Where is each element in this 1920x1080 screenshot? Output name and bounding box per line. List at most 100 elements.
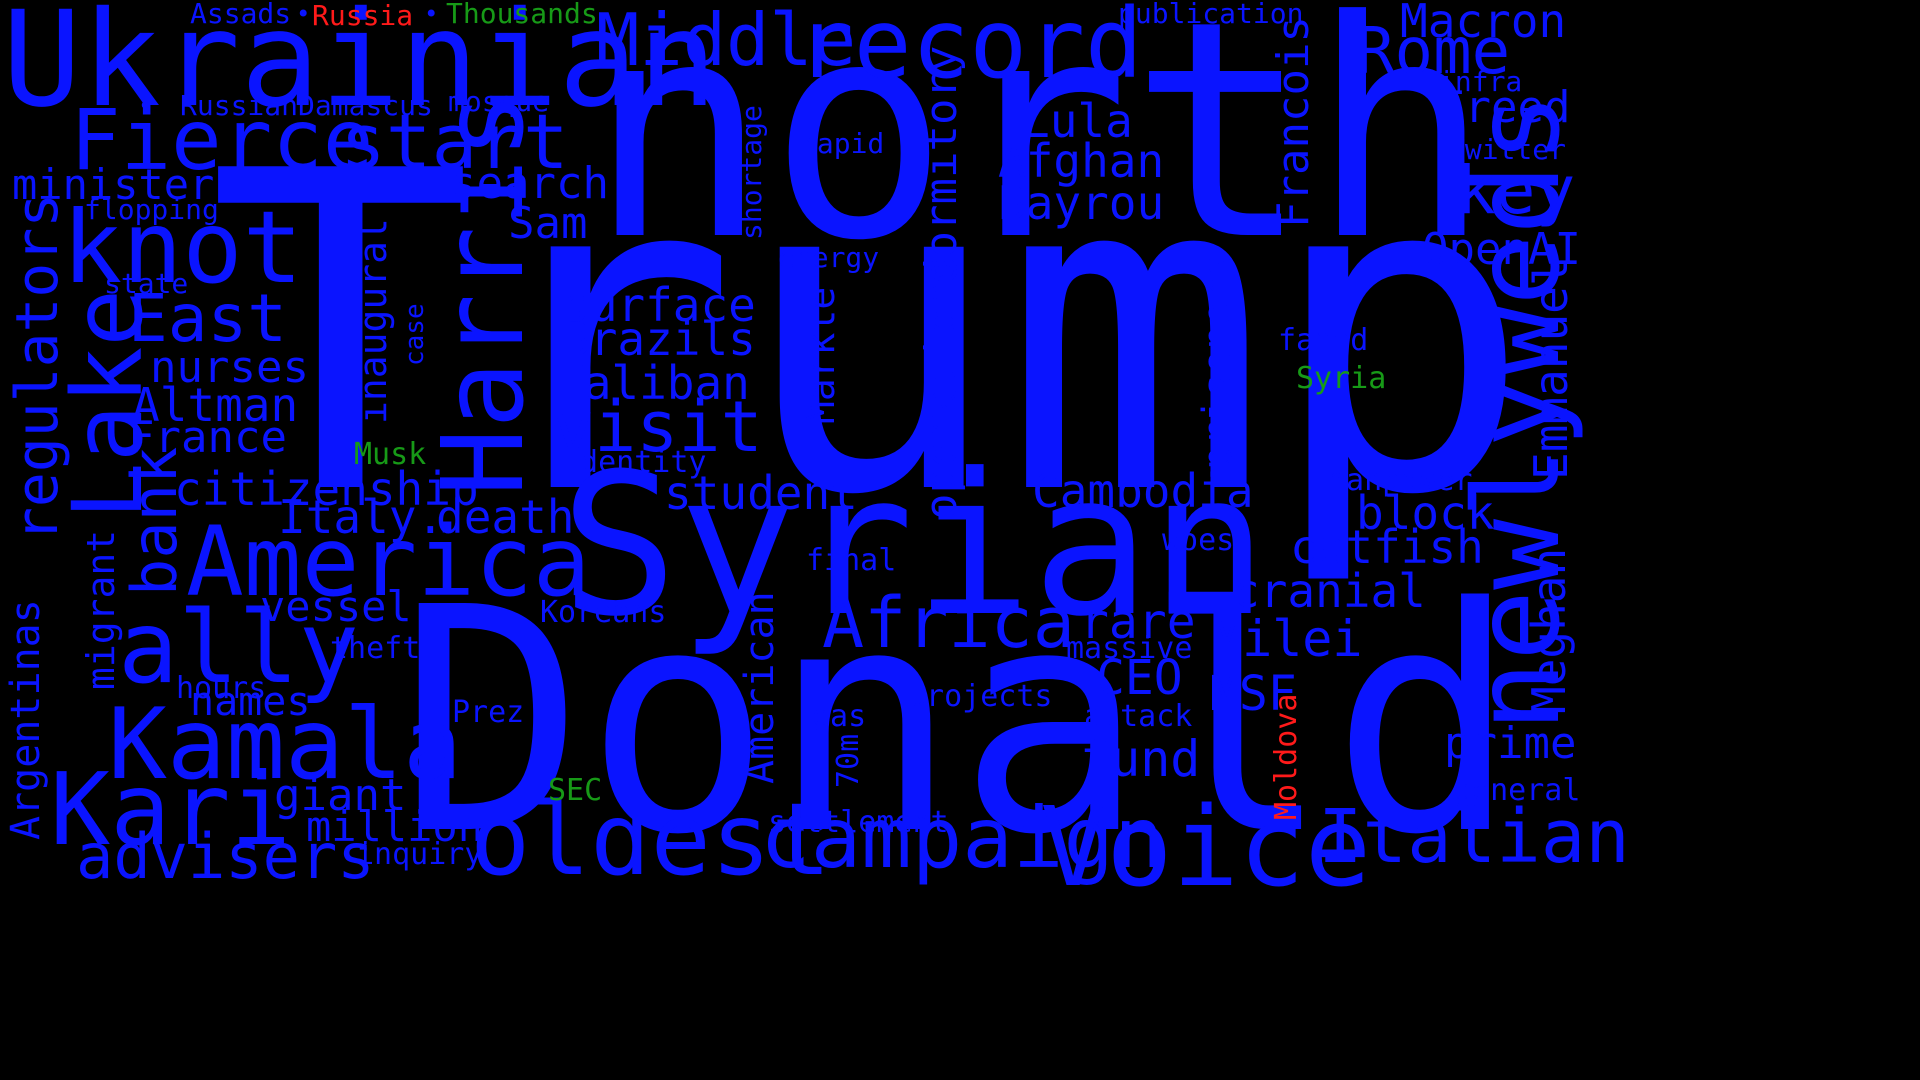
word-russia: Russia	[312, 0, 414, 32]
word-syrian: Syrian	[560, 432, 1269, 660]
word-migrant: migrant	[79, 529, 123, 690]
word-sam: Sam	[508, 198, 588, 249]
word-oldest: oldest	[470, 781, 832, 898]
word-citizenship: citizenship	[174, 462, 479, 516]
word-energy: energy	[778, 241, 880, 274]
separator-dot: •	[424, 0, 439, 28]
word-east: East	[128, 280, 287, 357]
word-france: France	[128, 412, 287, 463]
word-american: American	[737, 591, 783, 784]
word-final: final	[806, 543, 897, 578]
word-afghan: Afghan	[998, 134, 1165, 188]
word-freed: Freed	[1438, 82, 1571, 133]
word-general: general	[1454, 773, 1581, 808]
word-nurses: nurses	[150, 342, 309, 393]
word-koreans: Koreans	[540, 595, 667, 630]
word-prez: Prez	[452, 695, 525, 730]
word-lula: Lula	[1022, 94, 1133, 148]
word-famed: famed	[1278, 323, 1369, 358]
word-cambodia: Cambodia	[1032, 464, 1254, 518]
word-gas: gas	[812, 699, 867, 734]
word-surface: surface	[562, 278, 756, 332]
word-catfish: catfish	[1290, 520, 1484, 574]
word-campaign: campaign	[760, 789, 1165, 887]
word-record: record	[796, 0, 1143, 100]
word-settlement: settlement	[768, 805, 949, 840]
word-milei: Milei	[1212, 610, 1363, 668]
word-rome: Rome	[1356, 15, 1511, 89]
word-million: million	[306, 802, 484, 851]
word-moldova: Moldova	[1269, 693, 1304, 820]
word-case: case	[400, 303, 430, 366]
word-shortage: shortage	[735, 105, 768, 240]
word-ally: ally	[118, 589, 359, 706]
word-minister: minister	[12, 160, 215, 209]
word-america: America	[186, 506, 591, 618]
word-death: death	[436, 490, 575, 544]
word-ceo: CEO	[1096, 650, 1183, 706]
word-msf: MSF	[1210, 666, 1297, 722]
word-vessel: vessel	[260, 582, 412, 631]
word-emmanuel: Emmanuel	[1524, 258, 1578, 480]
word-operations: operations	[916, 255, 967, 520]
word-visit: visit	[552, 386, 763, 468]
word-musk: Musk	[354, 437, 427, 472]
word-attack: attack	[1084, 699, 1193, 734]
word-prisoners: prisoners	[1195, 253, 1241, 470]
word-key: key	[1456, 152, 1576, 229]
word-twitter: Twitter	[1448, 133, 1567, 166]
word-damascus: Damascus	[298, 89, 433, 122]
word-fierce: Fierce	[70, 91, 374, 189]
word-italy: Italy.	[278, 490, 445, 544]
word-giant: giant	[274, 770, 407, 821]
word-knot: knot	[62, 189, 303, 306]
word-kari: Kari	[50, 751, 291, 868]
separator-dot: •	[296, 0, 311, 28]
word-start: start	[340, 97, 569, 186]
word-70m: 70m	[831, 733, 866, 788]
word-woes: woes	[1162, 523, 1235, 558]
word-kamala: Kamala	[108, 688, 463, 802]
word-rare: rare	[1080, 594, 1196, 650]
word-cranial: cranial	[1232, 564, 1426, 618]
word-flopping: flopping	[84, 193, 219, 226]
word-italian: Italian	[1318, 794, 1630, 880]
word-fund: fund	[1080, 730, 1201, 788]
word-ukrainian: Ukrainian	[2, 0, 718, 137]
word-francois: Francois	[1268, 16, 1319, 228]
word-dormitory: dormitory	[916, 45, 967, 284]
word-publication: publication	[1118, 0, 1304, 30]
word-taliban: Taliban	[556, 356, 750, 410]
word-argentinas: Argentinas	[3, 599, 49, 840]
word-voice: Voice	[1040, 783, 1372, 911]
word-altman: Altman	[132, 378, 299, 432]
word-inquiry: inquiry	[356, 837, 483, 872]
word-identity: identity	[562, 445, 707, 480]
word-infra: infra	[1438, 65, 1523, 98]
word-middle: Middle	[596, 0, 857, 82]
word-brazils: Brazils	[562, 312, 756, 366]
word-hours: hours	[176, 671, 267, 706]
word-thousands: Thousands	[446, 0, 598, 30]
separator-dot: •	[138, 92, 153, 120]
word-openai: OpenAI	[1422, 224, 1581, 275]
word-student: student	[664, 466, 858, 520]
word-block: block	[1356, 486, 1495, 540]
word-massive: massive	[1066, 631, 1193, 666]
word-donald: Donald	[398, 542, 1518, 903]
word-markle: Markle	[799, 286, 843, 424]
word-macron: Macron	[1400, 0, 1567, 48]
word-state: state	[104, 267, 189, 300]
word-mosque: mosque	[448, 85, 550, 118]
word-names: names	[190, 679, 311, 725]
word-regulators: regulators	[3, 192, 71, 542]
word-projects: projects	[908, 679, 1053, 714]
word-theft: theft	[330, 631, 421, 666]
word-manpower: manpower	[1328, 463, 1473, 498]
word-rapid: rapid	[800, 127, 885, 160]
word-sec: SEC	[548, 773, 603, 808]
word-search: search	[450, 158, 609, 209]
word-north: north	[588, 0, 1492, 306]
word-meghan: Meghan	[1522, 547, 1576, 714]
